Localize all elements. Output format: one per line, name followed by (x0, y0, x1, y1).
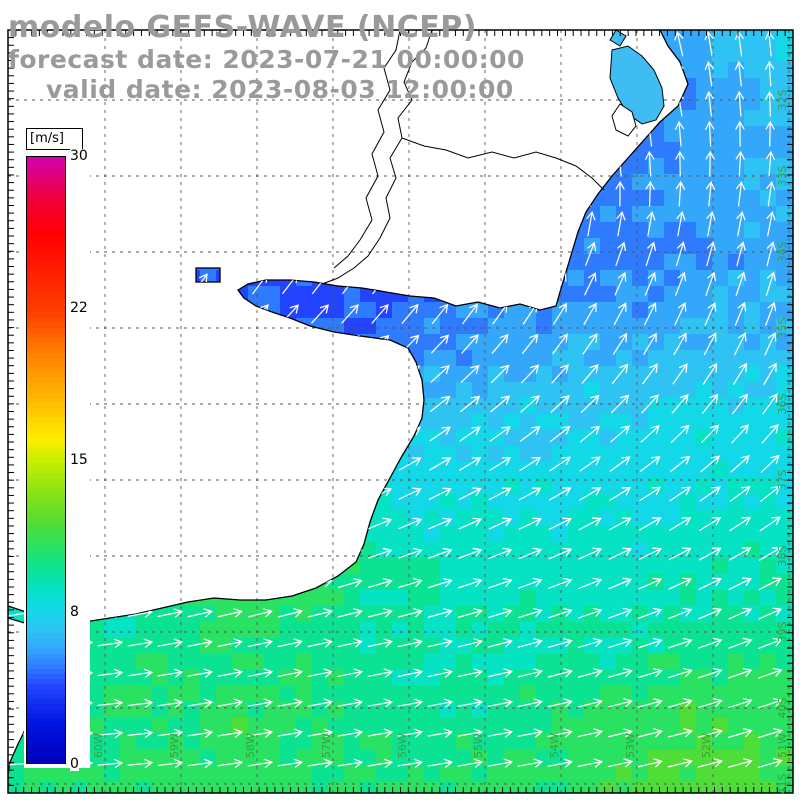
colorbar-tick-label: 0 (70, 756, 79, 772)
svg-text:56W: 56W (396, 733, 409, 758)
latitude-labels: 32S 33S 34S 35S 36S 37S 38S 39S 40S 41S (776, 89, 789, 794)
svg-text:55W: 55W (472, 733, 485, 758)
colorbar-tick-label: 22 (70, 300, 88, 316)
valid-date: valid date: 2023-08-03 12:00:00 (46, 75, 514, 104)
model-title: modelo GEFS-WAVE (NCEP) (8, 10, 477, 45)
svg-text:38S: 38S (776, 545, 789, 566)
svg-text:35S: 35S (776, 317, 789, 338)
svg-text:58W: 58W (244, 733, 257, 758)
svg-text:52W: 52W (700, 733, 713, 758)
lagoon (609, 29, 665, 137)
svg-text:57W: 57W (320, 733, 333, 758)
svg-text:59W: 59W (168, 733, 181, 758)
colorbar-gradient (26, 156, 66, 764)
svg-text:37S: 37S (776, 469, 789, 490)
svg-text:41S: 41S (776, 773, 789, 794)
svg-text:40S: 40S (776, 697, 789, 718)
forecast-date: forecast date: 2023-07-21 00:00:00 (8, 45, 525, 74)
svg-text:36S: 36S (776, 393, 789, 414)
svg-text:39S: 39S (776, 621, 789, 642)
svg-text:51W: 51W (776, 733, 789, 758)
country-borders (321, 29, 605, 285)
colorbar-tick-label: 30 (70, 148, 88, 164)
colorbar: [m/s] 30 22 15 8 0 (24, 126, 90, 771)
svg-text:34S: 34S (776, 241, 789, 262)
longitude-labels: 60W 59W 58W 57W 56W 55W 54W 53W 52W 51W (92, 733, 789, 758)
svg-text:60W: 60W (92, 733, 105, 758)
svg-text:32S: 32S (776, 89, 789, 110)
svg-text:54W: 54W (548, 733, 561, 758)
colorbar-unit-label: [m/s] (26, 128, 83, 150)
colorbar-tick-label: 15 (70, 452, 88, 468)
frame-ticks (7, 29, 793, 794)
svg-text:33S: 33S (776, 165, 789, 186)
grid-lines (8, 30, 793, 793)
svg-text:53W: 53W (624, 733, 637, 758)
colorbar-tick-label: 8 (70, 604, 79, 620)
colorbar-ticks: 30 22 15 8 0 (66, 149, 88, 771)
